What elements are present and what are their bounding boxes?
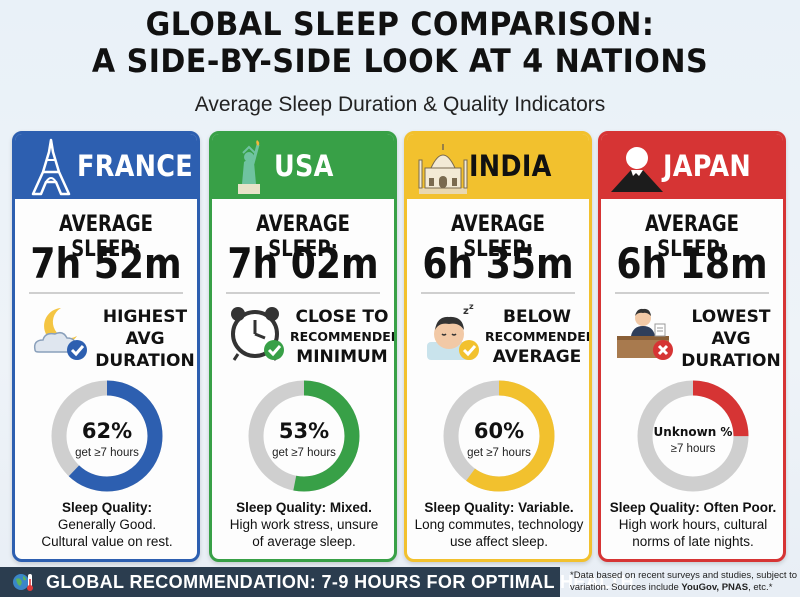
donut-percent-label: 53% (279, 419, 329, 443)
badge-line: AVG (125, 329, 165, 349)
global-recommendation-bar: GLOBAL RECOMMENDATION: 7-9 HOURS FOR OPT… (0, 567, 634, 597)
badge-line: RECOMMENDED (485, 329, 592, 344)
country-name: JAPAN (663, 149, 752, 183)
donut-sub-label: get ≥7 hours (272, 447, 336, 459)
donut-percent-label: 62% (82, 419, 132, 443)
badge-line: DURATION (95, 351, 195, 371)
title-line-1: GLOBAL SLEEP COMPARISON: (145, 5, 655, 43)
quality-title: Sleep Quality: (61, 500, 153, 515)
sleep-quality: Sleep Quality: Mixed. High work stress, … (214, 499, 394, 550)
badge-text: HIGHEST AVG DURATION (93, 306, 197, 372)
country-card-usa: USA AVERAGE SLEEP: 7h 02m CLOSE TO RECOMM… (209, 131, 397, 562)
donut-sub-label: get ≥7 hours (75, 447, 139, 459)
quality-title: Sleep Quality: Variable. (424, 500, 574, 515)
svg-text:z: z (469, 302, 474, 311)
divider (421, 292, 575, 294)
page-subtitle: Average Sleep Duration & Quality Indicat… (194, 93, 606, 116)
donut-sub-label: ≥7 hours (671, 443, 716, 455)
average-sleep-value: 6h 18m (616, 239, 768, 288)
percent-donut-chart: 60% get ≥7 hours (443, 380, 555, 492)
country-card-japan: JAPAN AVERAGE SLEEP: 6h 18m LOWEST AVG DUR… (598, 131, 786, 562)
donut-sub-label: get ≥7 hours (467, 447, 531, 459)
card-header: INDIA (407, 134, 589, 199)
eiffel-tower-icon (23, 138, 79, 196)
office-worker-x-icon (613, 302, 679, 364)
footnote: *Data based on recent surveys and studie… (570, 570, 798, 594)
quality-title: Sleep Quality: Often Poor. (609, 500, 777, 515)
taj-mahal-icon (415, 138, 471, 196)
badge-line: HIGHEST (102, 307, 188, 327)
page-title: GLOBAL SLEEP COMPARISON: A SIDE-BY-SIDE … (24, 6, 776, 80)
badge-text: BELOW RECOMMENDED AVERAGE (485, 306, 589, 368)
card-header: FRANCE (15, 134, 197, 199)
badge-line: LOWEST (691, 307, 771, 327)
title-line-2: A SIDE-BY-SIDE LOOK AT 4 NATIONS (91, 42, 709, 80)
percent-donut-chart: 53% get ≥7 hours (248, 380, 360, 492)
badge-line: DURATION (681, 351, 781, 371)
quality-line: High work hours, cultural (618, 517, 768, 532)
percent-donut-chart: 62% get ≥7 hours (51, 380, 163, 492)
svg-text:z: z (463, 306, 469, 317)
badge-line: AVG (711, 329, 751, 349)
average-sleep-value: 7h 02m (227, 239, 379, 288)
statue-of-liberty-icon (220, 138, 276, 196)
card-header: USA (212, 134, 394, 199)
average-sleep-label: AVERAGE SLEEP: (450, 212, 545, 262)
badge-line: RECOMMENDED (290, 329, 397, 344)
average-sleep-label: AVERAGE SLEEP: (58, 212, 153, 262)
country-name: FRANCE (77, 149, 193, 183)
donut-fill-arc (248, 380, 360, 492)
divider (226, 292, 380, 294)
quality-line: of average sleep. (252, 534, 356, 549)
quality-line: Cultural value on rest. (41, 534, 173, 549)
badge-line: AVERAGE (492, 346, 582, 367)
badge-text: LOWEST AVG DURATION (679, 306, 783, 372)
badge-line: BELOW (503, 307, 571, 327)
divider (615, 292, 769, 294)
sleep-quality: Sleep Quality: Generally Good. Cultural v… (17, 499, 197, 550)
country-name: USA (274, 149, 334, 183)
donut-fill-arc (51, 380, 163, 492)
quality-line: Generally Good. (57, 517, 157, 532)
badge-text: CLOSE TO RECOMMENDED MINIMUM (290, 306, 394, 368)
donut-percent-label: Unknown % (654, 425, 733, 439)
country-name: INDIA (469, 149, 552, 183)
quality-title: Sleep Quality: Mixed. (236, 500, 372, 515)
country-card-france: FRANCE AVERAGE SLEEP: 7h 52m HIGHEST AVG D… (12, 131, 200, 562)
footnote-text: *Data based on recent surveys and studie… (570, 570, 798, 593)
average-sleep-label: AVERAGE SLEEP: (644, 212, 739, 262)
badge-line: MINIMUM (296, 346, 388, 367)
sleep-quality: Sleep Quality: Often Poor. High work hou… (603, 499, 783, 550)
donut-percent-label: 60% (474, 419, 524, 443)
card-header: JAPAN (601, 134, 783, 199)
quality-line: norms of late nights. (632, 534, 754, 549)
alarm-clock-check-icon (224, 302, 290, 364)
footer-text: GLOBAL RECOMMENDATION: 7-9 HOURS FOR OPT… (46, 572, 635, 592)
percent-donut-chart: Unknown % ≥7 hours (637, 380, 749, 492)
globe-thermometer-icon (13, 574, 33, 591)
footnote-sources: YouGov, PNAS (681, 582, 749, 593)
mount-fuji-sun-icon (609, 138, 665, 196)
quality-line: use affect sleep. (449, 534, 549, 549)
average-sleep-label: AVERAGE SLEEP: (255, 212, 350, 262)
donut-fill-arc (637, 380, 749, 492)
donut-fill-arc (443, 380, 555, 492)
sleep-quality: Sleep Quality: Variable. Long commutes, … (409, 499, 589, 550)
divider (29, 292, 183, 294)
badge-line: CLOSE TO (295, 307, 389, 327)
average-sleep-value: 6h 35m (422, 239, 574, 288)
footnote-end: , etc.* (748, 582, 773, 593)
moon-cloud-check-icon (27, 302, 93, 364)
average-sleep-value: 7h 52m (30, 239, 182, 288)
quality-line: High work stress, unsure (229, 517, 379, 532)
quality-line: Long commutes, technology (414, 517, 584, 532)
